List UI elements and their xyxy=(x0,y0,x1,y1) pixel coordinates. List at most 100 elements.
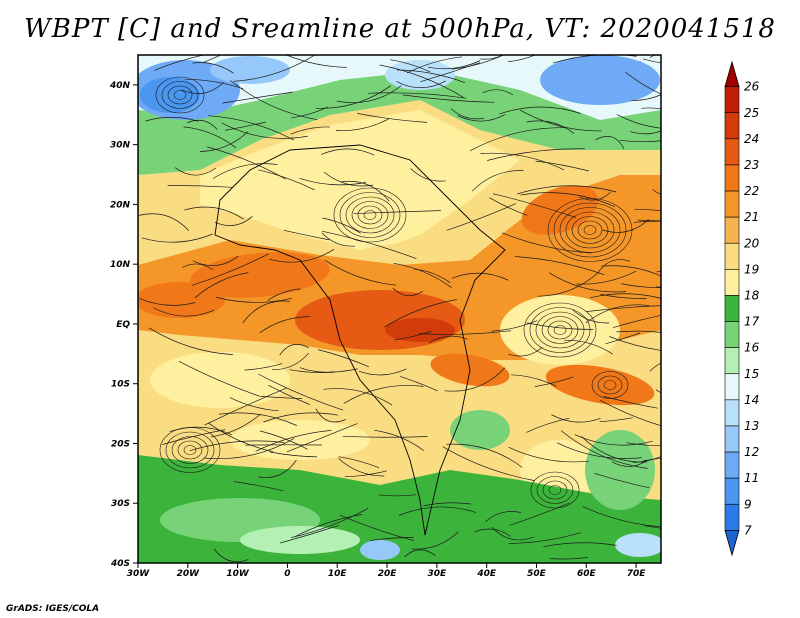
colorbar-bin xyxy=(724,216,740,244)
colorbar-bin xyxy=(724,112,740,140)
streamline xyxy=(221,122,308,139)
streamline xyxy=(229,80,318,121)
streamline xyxy=(549,272,627,293)
streamline xyxy=(576,270,637,285)
streamline xyxy=(444,367,506,392)
streamline xyxy=(229,397,279,412)
colorbar-label: 12 xyxy=(744,445,759,459)
streamline xyxy=(526,120,575,134)
wbpt-region xyxy=(325,165,435,245)
wbpt-field xyxy=(138,55,661,563)
colorbar-label: 18 xyxy=(744,288,760,302)
streamline-vortex xyxy=(553,325,567,335)
streamline xyxy=(139,298,196,306)
streamline xyxy=(457,114,506,122)
streamline-vortex xyxy=(547,320,573,340)
streamline xyxy=(631,94,661,101)
streamline xyxy=(283,229,330,241)
streamline xyxy=(189,440,285,452)
streamline-vortex xyxy=(535,311,585,349)
streamline xyxy=(339,514,415,542)
streamline xyxy=(595,136,625,150)
streamline xyxy=(582,506,661,528)
colorbar-bin xyxy=(724,242,740,270)
wbpt-region xyxy=(230,420,370,460)
streamline xyxy=(192,255,239,266)
streamline xyxy=(390,59,431,73)
lon-tick-label: 10W xyxy=(226,569,250,579)
lon-tick-label: 70E xyxy=(627,569,647,579)
streamline xyxy=(378,494,417,497)
colorbar-bin xyxy=(724,164,740,192)
streamline xyxy=(534,376,574,387)
streamline xyxy=(507,55,537,63)
streamline xyxy=(370,537,414,541)
streamline xyxy=(202,55,222,64)
streamline xyxy=(508,346,543,357)
colorbar-label: 19 xyxy=(744,262,759,276)
streamline xyxy=(167,185,233,188)
streamline xyxy=(323,171,374,187)
streamline xyxy=(212,163,278,179)
streamline xyxy=(585,304,650,324)
streamline xyxy=(184,206,244,220)
streamline xyxy=(244,363,283,371)
streamline xyxy=(501,232,592,254)
colorbar-label: 7 xyxy=(744,523,752,537)
streamline xyxy=(214,216,253,226)
streamline xyxy=(182,263,214,271)
streamline-vortex xyxy=(345,196,395,234)
streamline xyxy=(446,443,523,468)
streamline-vortex xyxy=(173,90,187,100)
lat-tick-label: 40N xyxy=(109,81,131,91)
latitude-axis: 40N 30N 20N 10N EQ 10S 20S 30S 40S xyxy=(109,81,138,569)
streamline xyxy=(183,126,237,149)
wbpt-region xyxy=(385,318,455,342)
lon-tick-label: 60E xyxy=(577,569,597,579)
longitude-axis: 30W 20W 10W 0 10E 20E 30E 40E 50E 60E 70E xyxy=(127,563,647,579)
streamline-vortex xyxy=(542,480,568,500)
streamline xyxy=(600,399,661,427)
streamline xyxy=(509,502,570,526)
colorbar-bin xyxy=(724,86,740,114)
streamline xyxy=(321,230,417,260)
streamline xyxy=(396,69,466,84)
streamline xyxy=(323,388,393,406)
streamline xyxy=(487,148,586,161)
streamline xyxy=(299,367,335,373)
streamline xyxy=(368,92,467,99)
streamline xyxy=(286,55,347,68)
streamline-vortex xyxy=(363,210,377,220)
streamline xyxy=(290,507,369,539)
colorbar: 26 25 24 23 22 21 20 19 18 17 16 15 14 13 12 11 9 7 xyxy=(724,60,760,557)
streamline xyxy=(535,160,589,172)
streamline xyxy=(630,130,661,135)
lon-tick-label: 50E xyxy=(527,569,547,579)
streamline xyxy=(641,107,661,110)
streamline xyxy=(290,126,330,135)
streamline-vortex xyxy=(553,202,627,258)
wbpt-region xyxy=(540,55,660,105)
streamline xyxy=(343,385,424,404)
streamline xyxy=(152,307,215,317)
streamline xyxy=(474,528,511,537)
streamline xyxy=(342,435,428,438)
streamline xyxy=(517,185,617,195)
streamline xyxy=(258,459,297,478)
streamline xyxy=(613,314,661,328)
wbpt-region xyxy=(240,526,360,554)
streamline xyxy=(643,58,661,64)
colorbar-label: 26 xyxy=(744,80,760,94)
streamline xyxy=(442,446,535,481)
streamline xyxy=(260,396,302,399)
streamline-vortex xyxy=(159,427,221,473)
streamline xyxy=(649,362,661,372)
streamline xyxy=(633,220,661,223)
streamline xyxy=(491,526,534,541)
streamline xyxy=(148,327,234,355)
streamline-vortex xyxy=(547,198,633,262)
streamline-vortex xyxy=(541,316,579,344)
streamline xyxy=(605,332,641,345)
colorbar-bin xyxy=(724,399,740,427)
